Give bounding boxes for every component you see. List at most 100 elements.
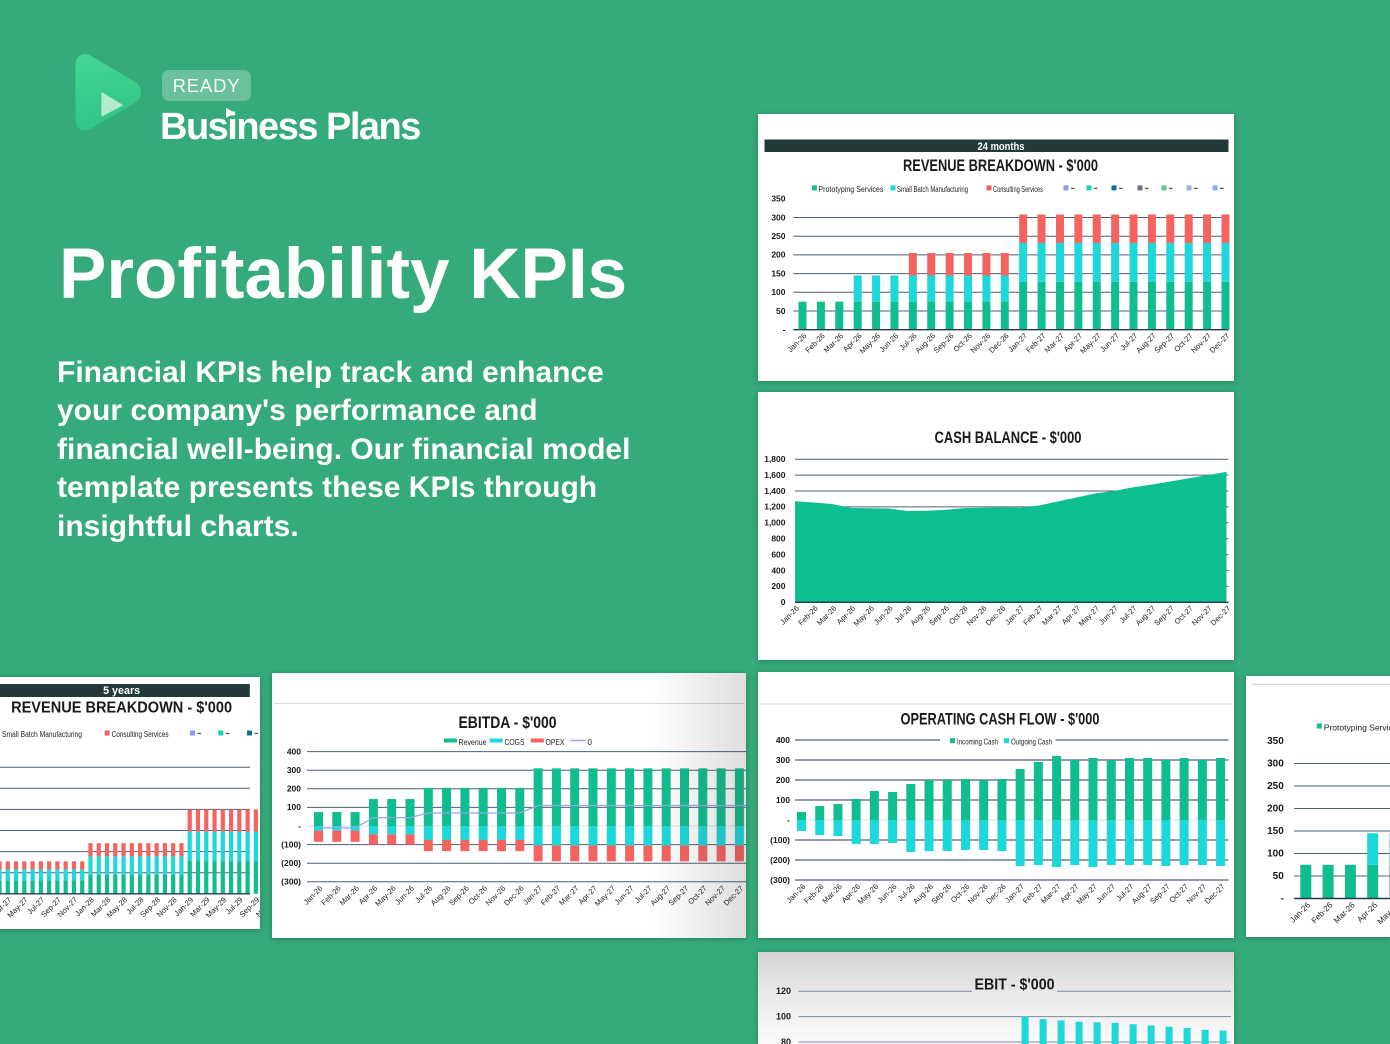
svg-text:EBIT - $'000: EBIT - $'000	[975, 976, 1055, 993]
svg-text:OPERATING CASH FLOW - $'000: OPERATING CASH FLOW - $'000	[900, 709, 1099, 728]
svg-text:Outgoing Cash: Outgoing Cash	[1011, 737, 1052, 746]
svg-text:Incoming Cash: Incoming Cash	[957, 737, 998, 746]
svg-text:May-26: May-26	[373, 884, 397, 908]
svg-text:400: 400	[287, 746, 301, 756]
svg-text:Dec-27: Dec-27	[1207, 331, 1231, 355]
svg-text:600: 600	[771, 549, 785, 559]
svg-text:Jun-26: Jun-26	[877, 331, 900, 354]
svg-text:OPEX: OPEX	[546, 738, 566, 747]
svg-text:100: 100	[771, 287, 785, 297]
svg-text:150: 150	[1267, 826, 1284, 837]
svg-text:Mar-26: Mar-26	[1332, 900, 1357, 925]
svg-text:300: 300	[771, 212, 785, 222]
svg-text:Sep-26: Sep-26	[927, 603, 951, 627]
svg-text:250: 250	[771, 231, 785, 241]
svg-text:-: -	[787, 815, 790, 825]
svg-text:Small Batch Manufacturing: Small Batch Manufacturing	[897, 184, 968, 193]
svg-text:Revenue: Revenue	[459, 738, 487, 747]
svg-text:Sep-26: Sep-26	[931, 331, 955, 355]
svg-text:Prototyping Services: Prototyping Services	[818, 184, 883, 193]
svg-text:50: 50	[776, 305, 786, 315]
svg-text:(200): (200)	[281, 858, 301, 868]
svg-text:Jun-27: Jun-27	[1098, 331, 1121, 354]
svg-text:350: 350	[771, 193, 785, 203]
svg-text:0: 0	[588, 738, 593, 747]
svg-text:80: 80	[781, 1037, 791, 1044]
svg-text:REVENUE BREAKDOWN - $'000: REVENUE BREAKDOWN - $'000	[903, 155, 1098, 174]
svg-text:Consulting Services: Consulting Services	[112, 730, 169, 739]
svg-text:200: 200	[775, 775, 789, 785]
svg-text:May-27: May-27	[1078, 331, 1102, 355]
svg-text:0: 0	[780, 597, 785, 607]
svg-text:Jun-26: Jun-26	[875, 882, 898, 905]
svg-text:Mar-26: Mar-26	[815, 603, 838, 626]
svg-text:May-26: May-26	[857, 331, 881, 355]
svg-text:May-27: May-27	[1076, 603, 1100, 627]
svg-text:May-26: May-26	[856, 882, 880, 906]
svg-text:CASH BALANCE - $'000: CASH BALANCE - $'000	[934, 427, 1081, 446]
svg-text:Mar-27: Mar-27	[1042, 331, 1065, 354]
svg-text:Mar-27: Mar-27	[1040, 603, 1063, 626]
svg-text:Sep-27: Sep-27	[1152, 331, 1176, 355]
svg-text:Nov-27: Nov-27	[1189, 603, 1213, 627]
svg-text:Dec-26: Dec-26	[984, 882, 1008, 906]
svg-text:100: 100	[287, 802, 301, 812]
svg-text:May-26: May-26	[1376, 900, 1390, 926]
svg-text:Jun-27: Jun-27	[613, 884, 636, 907]
svg-text:Sep-26: Sep-26	[447, 884, 471, 908]
svg-text:-: -	[1281, 893, 1284, 904]
svg-text:Jan-26: Jan-26	[1288, 900, 1312, 924]
svg-text:1,800: 1,800	[764, 454, 786, 464]
svg-text:300: 300	[775, 755, 789, 765]
svg-text:100: 100	[1267, 848, 1284, 859]
svg-text:-: -	[782, 324, 785, 334]
svg-text:COGS: COGS	[505, 738, 525, 747]
svg-text:Prototyping Services: Prototyping Services	[1324, 722, 1390, 732]
svg-text:Sep-27: Sep-27	[1148, 882, 1172, 906]
svg-text:Jun-26: Jun-26	[393, 884, 416, 907]
svg-text:100: 100	[775, 795, 789, 805]
svg-text:(300): (300)	[281, 877, 301, 887]
svg-text:Small Batch Manufacturing: Small Batch Manufacturing	[2, 730, 82, 739]
svg-text:1,600: 1,600	[764, 469, 786, 479]
svg-text:300: 300	[287, 765, 301, 775]
svg-text:Aug-26: Aug-26	[908, 603, 932, 627]
svg-text:Feb-26: Feb-26	[796, 603, 819, 626]
svg-text:EBITDA - $'000: EBITDA - $'000	[459, 713, 557, 732]
svg-text:250: 250	[1267, 781, 1284, 792]
svg-text:May-27: May-27	[593, 884, 617, 908]
svg-text:Mar-27: Mar-27	[557, 884, 580, 907]
svg-text:50: 50	[1273, 871, 1285, 882]
svg-text:Sep-27: Sep-27	[667, 884, 691, 908]
svg-text:Consulting Services: Consulting Services	[993, 184, 1043, 193]
svg-text:Aug-27: Aug-27	[1133, 603, 1157, 627]
svg-text:100: 100	[776, 1011, 791, 1021]
svg-text:Dec-26: Dec-26	[987, 331, 1011, 355]
svg-text:REVENUE BREAKDOWN - $'000: REVENUE BREAKDOWN - $'000	[11, 700, 232, 717]
svg-text:-: -	[298, 821, 301, 831]
svg-text:(100): (100)	[281, 839, 301, 849]
svg-text:5 years: 5 years	[103, 685, 140, 697]
svg-text:1,200: 1,200	[764, 501, 786, 511]
svg-text:(100): (100)	[770, 835, 790, 845]
svg-text:Feb-27: Feb-27	[1021, 603, 1044, 626]
svg-text:Dec-26: Dec-26	[983, 603, 1007, 627]
svg-text:Dec-26: Dec-26	[502, 884, 526, 908]
svg-text:24 months: 24 months	[977, 140, 1024, 152]
svg-text:Dec-27: Dec-27	[1208, 603, 1232, 627]
svg-text:(200): (200)	[770, 855, 790, 865]
svg-text:150: 150	[771, 268, 785, 278]
svg-text:Jun-27: Jun-27	[1097, 603, 1120, 626]
svg-text:Dec-27: Dec-27	[1202, 882, 1226, 906]
svg-text:Feb-26: Feb-26	[1310, 900, 1335, 925]
svg-text:200: 200	[771, 249, 785, 259]
svg-text:200: 200	[1267, 803, 1284, 814]
svg-text:Mar-26: Mar-26	[820, 882, 843, 905]
svg-text:Mar-26: Mar-26	[338, 884, 361, 907]
svg-text:May-26: May-26	[851, 603, 875, 627]
svg-text:1,400: 1,400	[764, 485, 786, 495]
svg-text:Dec-27: Dec-27	[722, 884, 746, 908]
svg-text:350: 350	[1267, 736, 1284, 747]
svg-text:Mar-26: Mar-26	[821, 331, 844, 354]
svg-text:(300): (300)	[770, 875, 790, 885]
